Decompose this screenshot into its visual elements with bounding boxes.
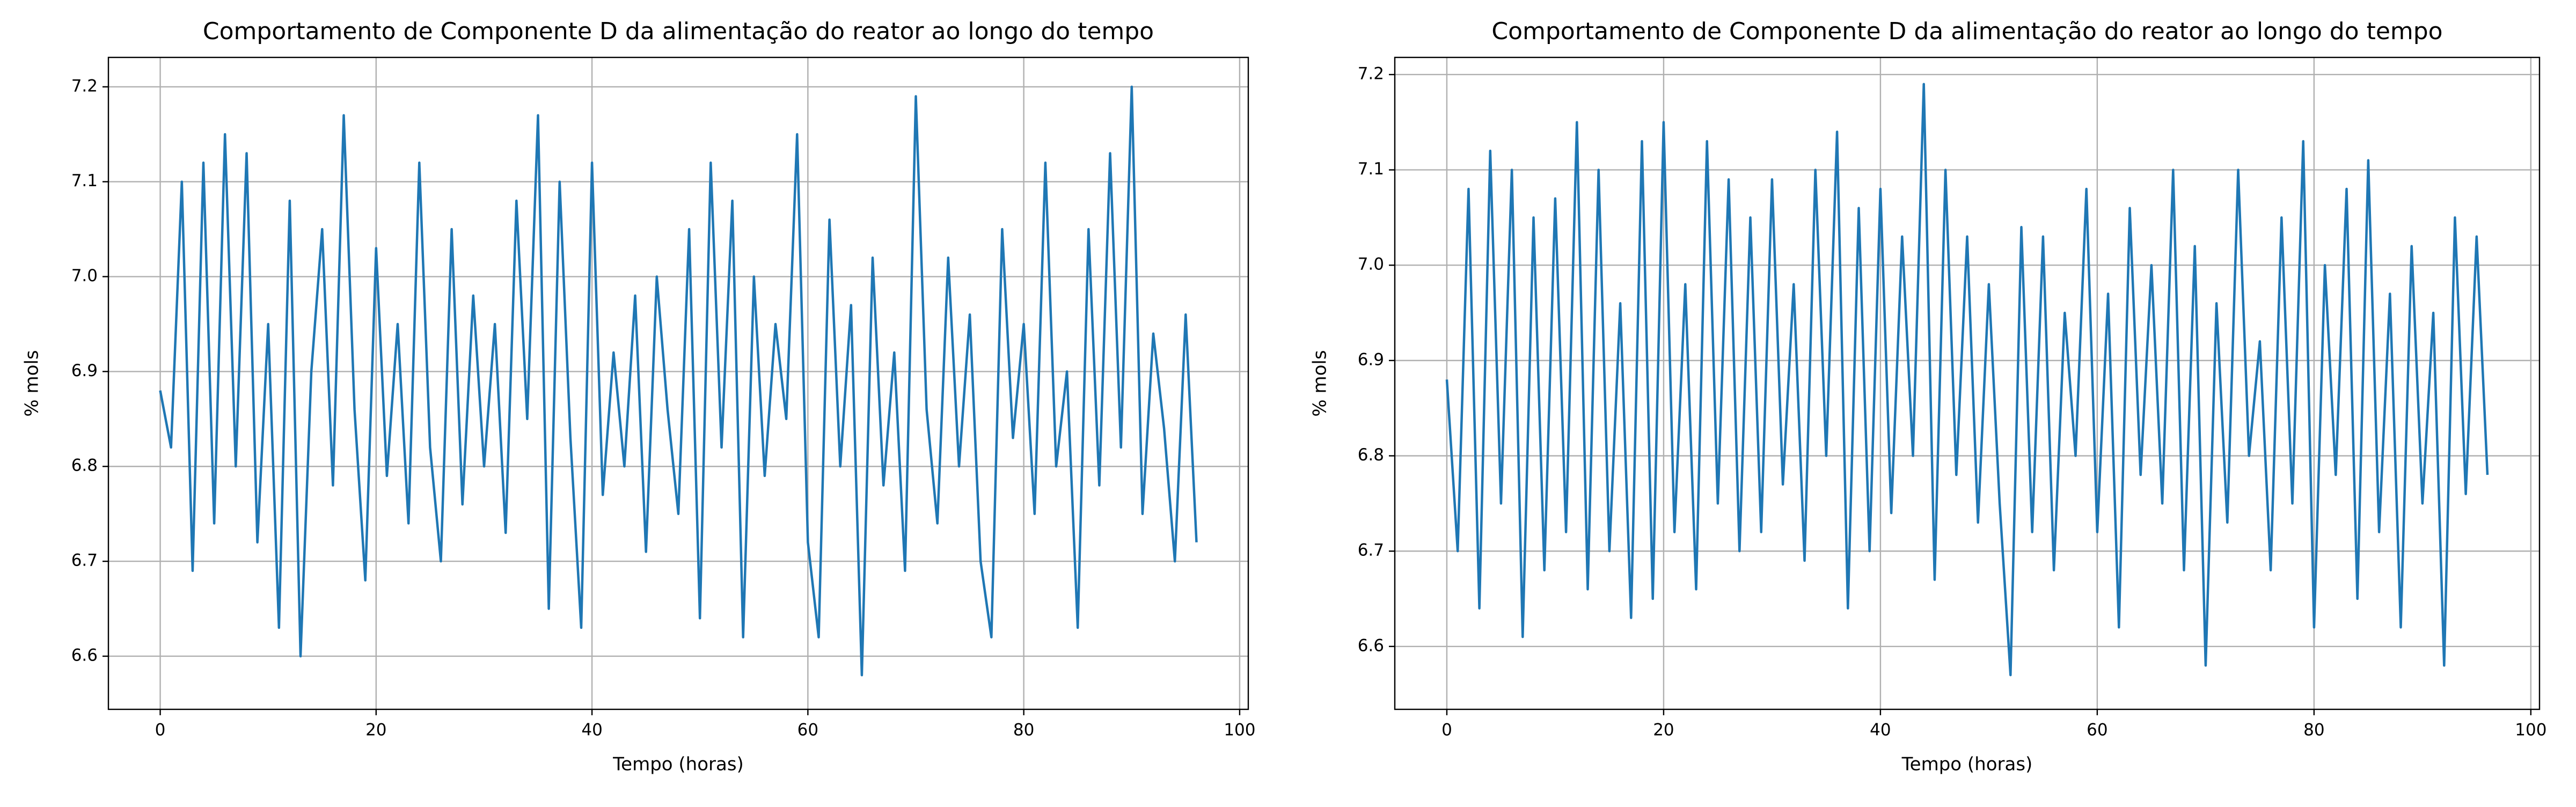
x-tick-label: 80 [1013, 721, 1034, 740]
x-tick-label: 0 [1441, 721, 1452, 740]
data-line [159, 85, 1198, 677]
y-tick-label: 6.6 [71, 645, 98, 665]
y-tick-label: 6.9 [71, 361, 98, 380]
y-tick-label: 6.7 [71, 551, 98, 570]
y-tick-label: 7.0 [71, 266, 98, 285]
x-tick-label: 0 [155, 721, 166, 740]
y-tick-label: 7.1 [1358, 159, 1384, 179]
y-tick-label: 7.0 [1358, 255, 1384, 274]
y-axis-label: % mols [21, 350, 43, 416]
x-tick-label: 60 [797, 721, 818, 740]
x-tick-label: 20 [365, 721, 386, 740]
y-tick-label: 7.2 [71, 76, 98, 96]
y-tick-label: 7.1 [71, 171, 98, 190]
x-axis-label: Tempo (horas) [1901, 754, 2033, 775]
x-tick-label: 100 [2515, 721, 2546, 740]
y-tick-label: 6.8 [71, 456, 98, 475]
x-tick-label: 80 [2303, 721, 2324, 740]
x-tick-label: 40 [581, 721, 602, 740]
chart-title: Comportamento de Componente D da aliment… [1491, 18, 2442, 45]
chart-title: Comportamento de Componente D da aliment… [203, 18, 1154, 45]
axes-frame [107, 56, 1249, 710]
y-tick-label: 6.7 [1358, 541, 1384, 560]
y-tick-label: 6.6 [1358, 636, 1384, 655]
data-line [1445, 83, 2489, 677]
y-tick-label: 6.9 [1358, 350, 1384, 369]
x-tick-label: 40 [1870, 721, 1891, 740]
y-axis-label: % mols [1309, 350, 1331, 416]
x-axis-label: Tempo (horas) [612, 754, 744, 775]
x-tick-label: 20 [1653, 721, 1674, 740]
x-tick-label: 60 [2087, 721, 2107, 740]
x-tick-label: 100 [1224, 721, 1255, 740]
y-tick-label: 7.2 [1358, 64, 1384, 83]
axes-frame [1394, 56, 2541, 710]
y-tick-label: 6.8 [1358, 445, 1384, 465]
